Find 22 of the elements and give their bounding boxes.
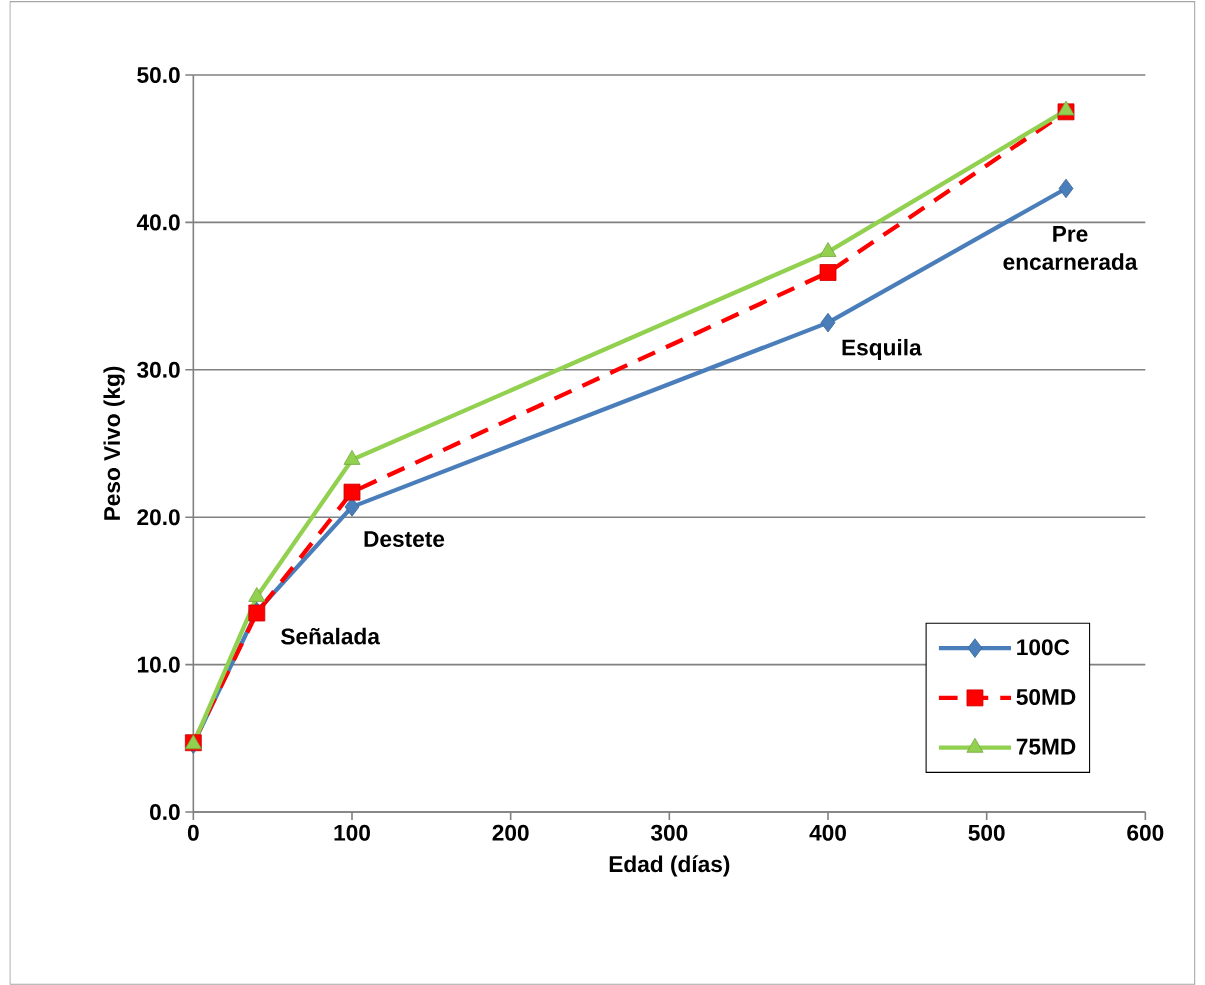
y-tick-label: 20.0: [137, 509, 180, 526]
y-tick-label: 30.0: [137, 361, 180, 378]
legend-label: 50MD: [1016, 688, 1076, 706]
x-tick-label: 300: [650, 824, 688, 841]
y-axis-title: Peso Vivo (kg): [103, 366, 125, 520]
annotation: Destete: [364, 531, 445, 547]
annotation: Esquila: [842, 338, 922, 361]
x-axis-title: Edad (días): [609, 855, 730, 877]
legend-label: 75MD: [1016, 738, 1076, 755]
x-tick-label: 200: [492, 824, 529, 841]
x-tick-label: 400: [809, 824, 846, 841]
x-tick-label: 600: [1127, 824, 1164, 841]
y-tick-label: 10.0: [137, 656, 180, 673]
y-tick-label: 40.0: [136, 214, 180, 231]
y-tick-label: 0.0: [150, 803, 180, 821]
y-tick-label: 50.0: [137, 66, 180, 84]
x-tick-label: 500: [968, 824, 1005, 841]
x-tick-label: 100: [334, 824, 370, 841]
annotation: Señalada: [281, 627, 381, 645]
legend-label: 100C: [1017, 639, 1070, 656]
annotation: Pre encarnerada: [1003, 226, 1138, 270]
x-tick-label: 0: [187, 824, 199, 841]
